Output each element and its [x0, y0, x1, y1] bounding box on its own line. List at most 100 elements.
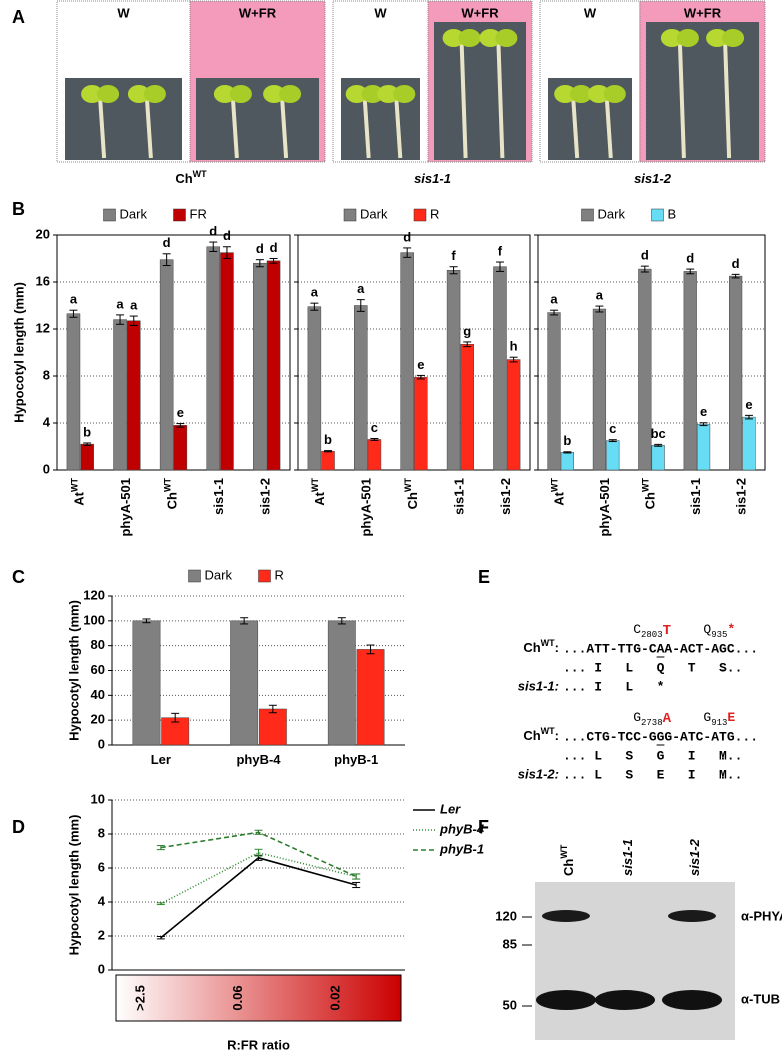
seedling-leaf [442, 29, 465, 47]
seedling-leaf [345, 85, 368, 103]
series-line [160, 851, 357, 905]
mutation-note: C2803T [633, 622, 671, 640]
x-tick-label-part: phyA-501 [359, 478, 374, 537]
amino-acid: ... [719, 767, 742, 782]
condition-label: W [374, 5, 387, 20]
amino-acid: ... [719, 748, 742, 763]
seedling-leaf [660, 29, 683, 47]
seedling-leaf [263, 85, 286, 103]
mutation-note-part: 2738 [641, 718, 663, 728]
lane-label: sis1-1 [620, 839, 635, 876]
x-tick-label: ChWT [163, 478, 180, 510]
seedling-leaf [361, 85, 384, 103]
x-tick-label-part: phyB-4 [236, 752, 281, 767]
bar [414, 376, 428, 471]
error-bar [310, 302, 319, 311]
legend-swatch [103, 208, 116, 222]
error-bar [171, 712, 180, 723]
bar [729, 275, 743, 471]
error-bar [254, 829, 263, 835]
bar [66, 313, 81, 471]
y-axis-label: Hypocotyl length (mm) [11, 282, 26, 423]
x-tick-label-part: Ler [151, 752, 171, 767]
bar [327, 620, 356, 746]
significance-letter: d [686, 251, 694, 266]
error-bar [156, 845, 165, 851]
amino-acid: ... [563, 748, 586, 763]
plot-frame [56, 234, 291, 471]
x-tick-label: >2.5 [132, 985, 147, 1011]
bar [126, 320, 141, 471]
significance-letter: c [609, 421, 616, 436]
aa-change-note-part: 935 [711, 630, 727, 640]
seedling-leaf [587, 85, 610, 103]
error-bar [744, 414, 753, 420]
bar [220, 252, 234, 471]
mutation-note-part: 2803 [641, 630, 663, 640]
lane-label-part: sis1-2 [687, 838, 702, 876]
x-tick-label: ChWT [641, 478, 658, 510]
antibody-label: α-PHYA [741, 908, 782, 923]
x-tick-label-part: sis1-1 [212, 478, 227, 515]
seedling-stem [98, 97, 107, 159]
mutation-note-part: A [663, 711, 672, 727]
amino-acid: S [719, 660, 727, 675]
marker-label: 50 [503, 997, 517, 1012]
bar [493, 266, 507, 471]
error-bar [370, 438, 379, 441]
bar [592, 308, 607, 471]
panel-label: A [12, 7, 25, 27]
bar [80, 443, 94, 471]
band-phya [668, 910, 716, 922]
aa-change-note: G913E [703, 710, 735, 728]
bar [230, 620, 259, 746]
y-tick-label: 0 [98, 961, 105, 976]
x-tick-label-part: WT [403, 478, 413, 492]
amino-acid: L [625, 679, 633, 694]
significance-letter: a [70, 292, 78, 307]
x-tick-label-part: Ch [165, 492, 180, 509]
legend-swatch [188, 569, 201, 583]
seedling-leaf [229, 85, 252, 103]
x-tick-label-part: WT [550, 478, 560, 492]
x-tick-label-part: Ch [405, 492, 420, 509]
x-tick-label: phyB-1 [334, 752, 378, 767]
legend-swatch [413, 208, 427, 222]
error-bar [129, 315, 138, 326]
y-tick-label: 10 [91, 791, 105, 806]
x-tick-label-part: WT [70, 478, 80, 492]
x-tick-label: AtWT [70, 478, 87, 506]
amino-acid: ... [563, 767, 586, 782]
row-label-part: WT [541, 638, 555, 648]
seedling-leaf [377, 85, 400, 103]
row-label: ChWT: [523, 726, 559, 743]
bar [560, 452, 574, 471]
significance-letter: e [745, 397, 752, 412]
nucleotide-seq: ...ATT-TTG-CAA-ACT-AGC... [563, 641, 758, 656]
x-tick-label: sis1-1 [452, 478, 467, 515]
bar [638, 268, 652, 471]
significance-letter: e [700, 404, 707, 419]
x-tick-label-part: WT [163, 478, 173, 492]
mutation-note: G2738A [633, 710, 671, 728]
amino-acid: I [688, 748, 696, 763]
amino-acid: S [625, 767, 633, 782]
significance-letter: b [324, 432, 332, 447]
x-tick-label-part: phyA-501 [118, 478, 133, 537]
plot-frame [297, 234, 531, 471]
lane-label-part: sis1-1 [620, 839, 635, 876]
error-bar [83, 442, 92, 446]
y-tick-label: 6 [98, 859, 105, 874]
significance-letter: d [163, 235, 171, 250]
significance-letter: a [130, 298, 138, 313]
plot-frame [537, 234, 766, 471]
seedling-stem [571, 97, 580, 159]
seedling-leaf [570, 85, 593, 103]
x-tick-label: ChWT [403, 478, 420, 510]
panel-label: F [478, 817, 489, 837]
seedling-leaf [213, 85, 236, 103]
lane-label-part: Ch [561, 859, 576, 876]
bar [742, 416, 756, 471]
seedling-photo [646, 22, 759, 160]
